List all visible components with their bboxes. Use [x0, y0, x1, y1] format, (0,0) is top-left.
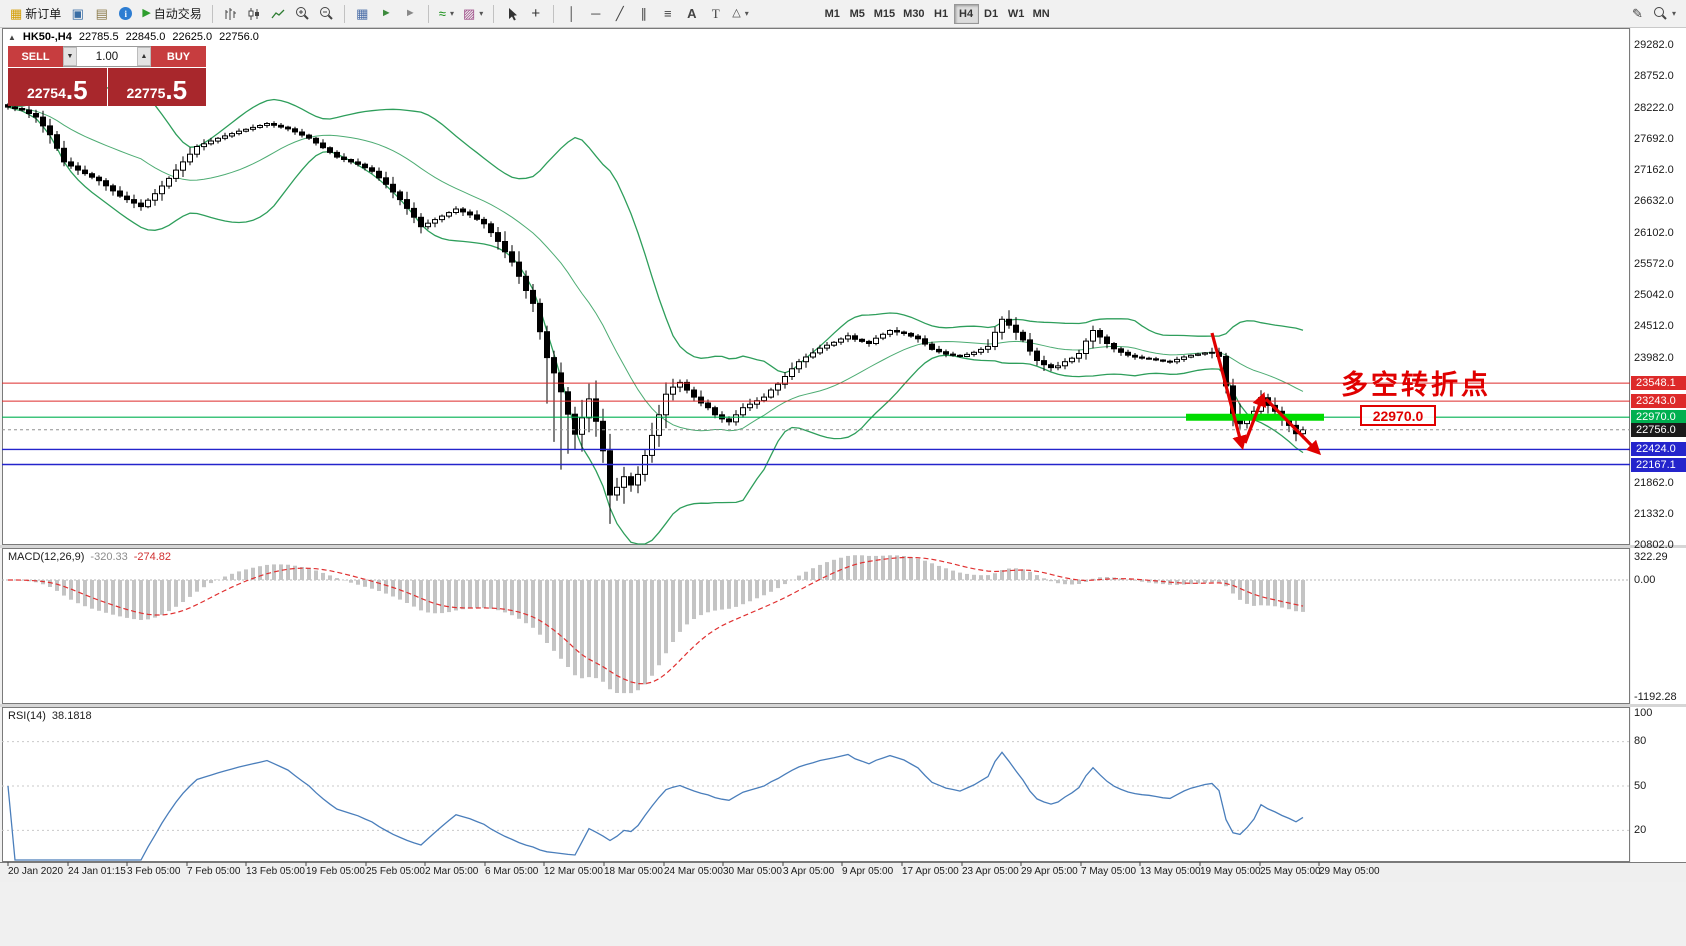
autotrading-button[interactable]: ▶ 自动交易 — [138, 3, 205, 25]
line-chart-icon[interactable] — [267, 3, 290, 25]
channel-icon[interactable]: ∥ — [640, 6, 648, 21]
sell-price-main: 22754 — [26, 85, 66, 101]
vertical-line-icon[interactable]: │ — [567, 6, 576, 21]
buy-button[interactable]: BUY — [151, 46, 206, 67]
autotrading-label: 自动交易 — [153, 7, 202, 21]
templates-icon[interactable]: ▨ ▾ — [462, 6, 484, 21]
quote-high: 22845.0 — [125, 31, 166, 43]
toolbar-separator — [427, 4, 429, 23]
buy-price-button[interactable]: 22775 .5 — [107, 68, 206, 106]
level-annotation-box: 22970.0 — [1360, 405, 1436, 426]
new-order-button[interactable]: ▦ 新订单 — [6, 3, 65, 25]
timeframe-toolbar: M1 M5 M15 M30 H1 H4 D1 W1 MN — [820, 3, 1054, 24]
toolbar-separator — [343, 4, 345, 23]
price-scale-column[interactable] — [1631, 28, 1686, 862]
profiles-icon[interactable]: ▤ — [95, 6, 108, 21]
indicators-icon[interactable]: ≈ ▾ — [438, 6, 454, 21]
buy-price-main: 22775 — [126, 85, 166, 101]
main-chart-panel[interactable] — [2, 28, 1630, 545]
timeframe-m1-button[interactable]: M1 — [824, 7, 840, 20]
one-click-trading-panel: SELL ▼ 1.00 ▲ BUY 22754 .5 22775 .5 — [8, 46, 206, 106]
window-background — [0, 882, 1686, 946]
auto-scroll-icon[interactable]: ► — [380, 7, 392, 19]
main-toolbar: ▦ 新订单 ▣ ▤ i ▶ 自动交易 ▦ ► ► ≈ ▾ ▨ ▾ — [0, 0, 1686, 28]
panel-splitter[interactable] — [0, 545, 1686, 548]
search-icon[interactable]: ▾ — [1649, 3, 1680, 25]
macd-main-value: -320.33 — [90, 551, 128, 563]
trendline-icon[interactable]: ╱ — [615, 6, 624, 21]
lot-value-input[interactable]: 1.00 — [95, 50, 119, 63]
shapes-icon[interactable]: △ ▾ — [732, 7, 749, 19]
crosshair-icon[interactable]: + — [531, 5, 541, 22]
lot-size-field: ▼ 1.00 ▲ — [63, 46, 151, 67]
toolbar-separator — [211, 4, 213, 23]
candlestick-icon[interactable] — [243, 3, 266, 25]
zoom-out-icon[interactable] — [315, 3, 338, 25]
timeframe-h4-button[interactable]: H4 — [953, 3, 979, 24]
toolbar-separator — [493, 4, 495, 23]
new-order-label: 新订单 — [25, 7, 62, 21]
zoom-in-icon[interactable] — [291, 3, 314, 25]
horizontal-line-icon[interactable]: ─ — [591, 6, 601, 21]
timeframe-m30-button[interactable]: M30 — [903, 7, 925, 20]
sell-price-fraction: .5 — [65, 75, 88, 105]
bar-chart-icon[interactable] — [219, 3, 242, 25]
timeframe-h1-button[interactable]: H1 — [934, 7, 949, 20]
toolbar-right-group: ✎ ▾ — [1626, 3, 1680, 25]
macd-indicator-label: MACD(12,26,9) -320.33 -274.82 — [8, 551, 171, 563]
cursor-icon[interactable] — [500, 3, 523, 25]
fibonacci-icon[interactable]: ≡ — [663, 6, 672, 21]
timeframe-mn-button[interactable]: MN — [1032, 7, 1050, 20]
timeframe-m5-button[interactable]: M5 — [849, 7, 865, 20]
symbol-timeframe-label: HK50-,H4 — [22, 31, 72, 43]
tile-windows-icon[interactable]: ▦ — [356, 6, 369, 21]
sell-button[interactable]: SELL — [8, 46, 63, 67]
time-axis[interactable] — [0, 862, 1686, 882]
lot-decrease-icon[interactable]: ▼ — [63, 47, 77, 66]
autotrading-play-icon: ▶ — [142, 7, 151, 19]
timeframe-d1-button[interactable]: D1 — [984, 7, 999, 20]
macd-name: MACD(12,26,9) — [8, 551, 85, 563]
quote-low: 22625.0 — [172, 31, 213, 43]
timeframe-w1-button[interactable]: W1 — [1007, 7, 1025, 20]
rsi-value: 38.1818 — [51, 710, 92, 722]
quote-close: 22756.0 — [219, 31, 259, 43]
chart-quote-bar: ▲ HK50-,H4 22785.5 22845.0 22625.0 22756… — [8, 31, 259, 43]
text-icon[interactable]: A — [687, 6, 697, 21]
buy-price-fraction: .5 — [165, 75, 188, 105]
trade-panel-toggle-icon[interactable]: ▲ — [8, 32, 16, 42]
rsi-name: RSI(14) — [8, 710, 46, 722]
sell-price-button[interactable]: 22754 .5 — [8, 68, 107, 106]
panel-splitter[interactable] — [0, 704, 1686, 707]
quote-open: 22785.5 — [78, 31, 119, 43]
rsi-indicator-label: RSI(14) 38.1818 — [8, 710, 92, 722]
macd-panel[interactable] — [2, 548, 1630, 704]
label-icon[interactable]: T — [711, 6, 720, 21]
toolbar-separator — [553, 4, 555, 23]
charts-icon[interactable]: ▣ — [71, 6, 84, 21]
macd-signal-value: -274.82 — [133, 551, 172, 563]
new-order-icon: ▦ — [10, 6, 23, 21]
edit-icon[interactable]: ✎ — [1632, 6, 1643, 21]
lot-increase-icon[interactable]: ▲ — [137, 47, 151, 66]
turning-point-annotation: 多空转折点 — [1341, 370, 1491, 400]
info-icon[interactable]: i — [114, 3, 137, 25]
timeframe-m15-button[interactable]: M15 — [873, 7, 896, 20]
rsi-panel[interactable] — [2, 707, 1630, 862]
chart-shift-icon[interactable]: ► — [404, 7, 416, 19]
